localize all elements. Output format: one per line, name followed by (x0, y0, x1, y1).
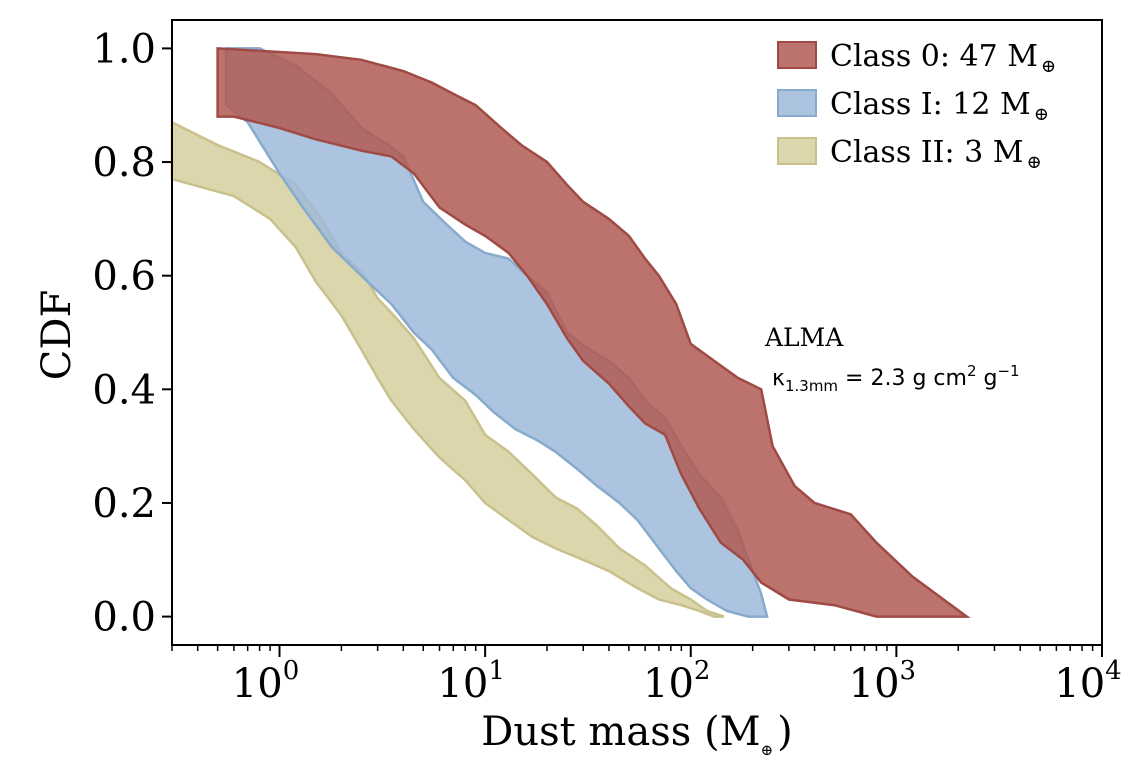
y-tick-label-0: 0.0 (92, 595, 156, 641)
legend-swatch-0 (777, 41, 817, 69)
y-tick-label-4: 0.8 (92, 140, 156, 186)
area-series-1 (224, 47, 769, 618)
x-tick-label-2: 102 (643, 656, 710, 707)
annotation-kappa: κ1.3mm = 2.3 g cm2 g−1 (772, 362, 1020, 395)
y-tick-label-2: 0.4 (92, 367, 156, 413)
x-tick-label-1: 101 (437, 656, 504, 707)
area-series-0 (170, 120, 725, 618)
legend-swatch-1 (777, 89, 817, 117)
area-series-2 (216, 47, 971, 618)
legend-label-2: Class II: 3 M ⊕ (830, 135, 1042, 173)
plot-frame (171, 19, 1103, 646)
y-tick-label-3: 0.6 (92, 254, 156, 300)
annotation-telescope: ALMA (764, 323, 844, 352)
legend-label-1: Class I: 12 M ⊕ (830, 87, 1049, 125)
legend-label-0: Class 0: 47 M ⊕ (830, 39, 1056, 77)
x-axis-label: Dust mass (M⊕) (481, 709, 792, 758)
y-tick-label-5: 1.0 (92, 26, 156, 72)
x-tick-label-4: 104 (1054, 656, 1121, 707)
tick-layer: 0.0 0.2 0.4 0.6 0.8 1.0 100 101 102 103 104 (92, 26, 1121, 707)
x-tick-label-3: 103 (849, 656, 916, 707)
area-layer (170, 47, 971, 618)
y-axis-label: CDF (34, 290, 80, 380)
x-tick-label-0: 100 (232, 656, 299, 707)
legend-swatch-2 (777, 137, 817, 165)
y-tick-label-1: 0.2 (92, 481, 156, 527)
legend: Class 0: 47 M ⊕ Class I: 12 M ⊕ Class II: 3 … (777, 39, 1056, 173)
